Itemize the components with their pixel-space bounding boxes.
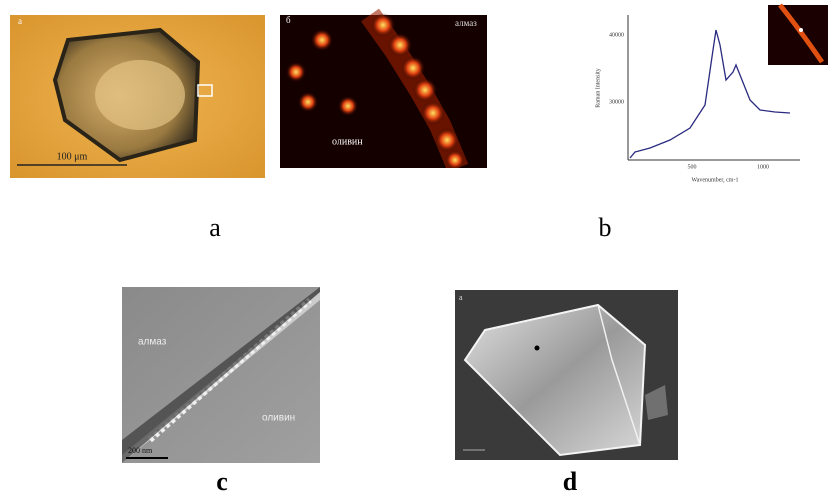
image-label: оливин xyxy=(262,413,295,424)
panel-label: б xyxy=(286,15,291,25)
x-tick-label: 1000 xyxy=(757,164,769,170)
caption: d xyxy=(563,467,578,494)
scale-bar: 100 μm xyxy=(57,151,88,162)
panel-label: а xyxy=(18,16,22,26)
scale-bar: 200 nm xyxy=(128,446,153,455)
y-tick-label: 30000 xyxy=(609,99,624,105)
figure: а 100 μm б алмаз оливин Raman Intensity … xyxy=(0,0,833,494)
image-label: алмаз xyxy=(455,18,477,28)
tem-image: алмаз оливин 200 nm xyxy=(122,287,320,463)
crystal-image: a xyxy=(455,290,678,460)
spectrum: Raman Intensity 40000 30000 500 1000 Wav… xyxy=(595,5,828,183)
caption: c xyxy=(216,467,228,494)
photo-crystal: а 100 μm xyxy=(10,15,265,178)
y-axis-label: Raman Intensity xyxy=(595,68,601,108)
x-tick-label: 500 xyxy=(688,164,697,170)
caption: b xyxy=(599,213,612,242)
panel-label: a xyxy=(459,293,463,302)
caption: a xyxy=(209,213,221,242)
raman-map: б алмаз оливин xyxy=(280,13,487,178)
y-tick-label: 40000 xyxy=(609,32,624,38)
x-axis-label: Wavenumber, cm-1 xyxy=(692,177,739,183)
image-label: алмаз xyxy=(138,337,167,348)
image-label: оливин xyxy=(332,136,363,147)
